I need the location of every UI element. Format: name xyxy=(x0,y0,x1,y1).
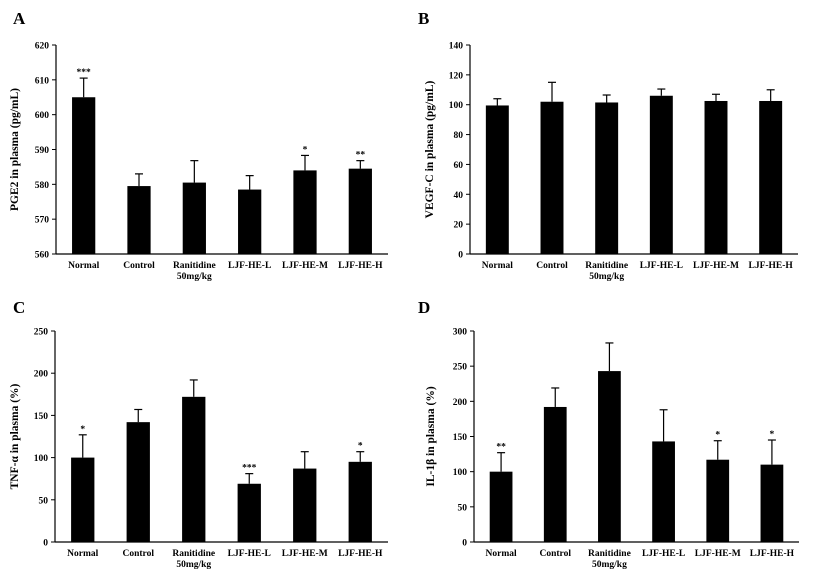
panel-b-bar xyxy=(759,100,783,254)
panel-a-bar xyxy=(293,170,317,254)
panel-c-bar xyxy=(182,396,206,542)
panel-b-bar xyxy=(649,95,673,254)
panel-a-bar xyxy=(72,97,96,254)
panel-d-category-label: Ranitidine xyxy=(588,549,631,559)
panel-c-bar xyxy=(237,483,261,542)
panel-c-significance-mark: * xyxy=(80,425,85,435)
panel-a-significance-mark: * xyxy=(303,145,308,155)
panel-c-category-label: Ranitidine xyxy=(172,549,215,559)
panel-d-category-label: LJF-HE-H xyxy=(750,549,795,559)
panel-d-y-tick-label: 150 xyxy=(453,433,468,443)
panel-d-bar xyxy=(543,406,567,542)
panel-d-y-tick-label: 50 xyxy=(458,503,468,513)
panel-a-category-label: 50mg/kg xyxy=(177,272,212,282)
panel-c-category-label: LJF-HE-H xyxy=(338,549,383,559)
panel-a-category-label: LJF-HE-M xyxy=(282,261,328,271)
panel-b-bar xyxy=(595,102,619,254)
panel-d-bar xyxy=(760,464,784,542)
panel-d-significance-mark: * xyxy=(715,431,720,441)
panel-b-y-tick-label: 0 xyxy=(458,251,463,261)
panel-a-bar xyxy=(127,186,151,254)
panel-a-bar xyxy=(182,182,206,254)
panel-d-y-axis-label: IL-1β in plasma (%) xyxy=(425,386,437,486)
panel-d-letter: D xyxy=(418,298,430,317)
panel-b-y-tick-label: 20 xyxy=(454,221,464,231)
panel-d-bar xyxy=(652,441,675,542)
panel-c-bar xyxy=(348,461,372,542)
panel-c-category-label: LJF-HE-L xyxy=(228,549,271,559)
panel-a-category-label: LJF-HE-L xyxy=(228,261,271,271)
panel-c-bar xyxy=(71,457,95,542)
panel-b-y-axis-label: VEGF-C in plasma (pg/mL) xyxy=(424,80,436,218)
panel-b-y-tick-label: 120 xyxy=(449,71,464,81)
panel-b-category-label: LJF-HE-H xyxy=(748,261,793,271)
panel-d-category-label: 50mg/kg xyxy=(592,560,627,570)
panel-c-bar xyxy=(126,422,150,542)
panel-a-y-tick-label: 590 xyxy=(35,146,50,156)
panel-d-category-label: LJF-HE-L xyxy=(642,549,685,559)
panel-c-category-label: 50mg/kg xyxy=(176,560,211,570)
panel-a-bar xyxy=(238,189,262,254)
panel-c-y-tick-label: 200 xyxy=(34,370,49,380)
panel-d-bar xyxy=(598,371,621,542)
panel-d-y-tick-label: 250 xyxy=(453,363,468,373)
panel-c-y-axis-label: TNF-α in plasma (%) xyxy=(9,383,21,489)
panel-c-y-tick-label: 150 xyxy=(34,412,49,422)
panel-b-bar xyxy=(540,101,564,254)
panel-d-bar xyxy=(489,471,513,542)
panel-a-category-label: Ranitidine xyxy=(173,261,216,271)
panel-d-y-tick-label: 200 xyxy=(453,398,468,408)
panel-b-category-label: LJF-HE-L xyxy=(640,261,683,271)
panel-d-y-tick-label: 100 xyxy=(453,468,468,478)
panel-d-significance-mark: ** xyxy=(496,443,506,453)
panel-a-y-tick-label: 560 xyxy=(35,251,50,261)
panel-a-category-label: Control xyxy=(123,261,155,271)
panel-a-y-axis-label: PGE2 in plasma (pg/mL) xyxy=(9,88,21,211)
panel-c-significance-mark: * xyxy=(358,442,363,452)
panel-a-letter: A xyxy=(13,9,26,28)
panel-a-category-label: Normal xyxy=(68,261,99,271)
panel-b-bar xyxy=(704,100,728,254)
panel-b-y-tick-label: 100 xyxy=(449,101,464,111)
panel-b-letter: B xyxy=(418,9,429,28)
panel-d-y-tick-label: 300 xyxy=(453,328,468,338)
panel-b-y-tick-label: 40 xyxy=(454,191,464,201)
panel-d-significance-mark: * xyxy=(770,430,775,440)
panel-a-significance-mark: ** xyxy=(356,151,366,161)
panel-a-significance-mark: *** xyxy=(77,68,92,78)
panel-d-category-label: LJF-HE-M xyxy=(695,549,741,559)
panel-a-bar xyxy=(348,168,372,254)
panel-c-category-label: Normal xyxy=(67,549,98,559)
panel-b-y-tick-label: 140 xyxy=(449,42,464,52)
panel-a-category-label: LJF-HE-H xyxy=(338,261,383,271)
panel-c-letter: C xyxy=(13,298,25,317)
panel-c-bar xyxy=(293,468,317,542)
panel-b-category-label: Ranitidine xyxy=(585,261,628,271)
panel-d-category-label: Normal xyxy=(486,549,517,559)
panel-d-y-tick-label: 0 xyxy=(462,539,467,549)
panel-a-y-tick-label: 620 xyxy=(35,42,50,52)
panel-b-y-tick-label: 80 xyxy=(454,131,464,141)
panel-c-category-label: Control xyxy=(123,549,155,559)
panel-a-y-tick-label: 570 xyxy=(35,216,50,226)
panel-a-y-tick-label: 610 xyxy=(35,76,50,86)
panel-a-y-tick-label: 580 xyxy=(35,181,50,191)
panel-d-category-label: Control xyxy=(540,549,572,559)
panel-c-y-tick-label: 100 xyxy=(34,454,49,464)
panel-c-significance-mark: *** xyxy=(242,464,257,474)
panel-b-category-label: Normal xyxy=(482,261,513,271)
panel-b-category-label: 50mg/kg xyxy=(589,272,624,282)
panel-b-category-label: LJF-HE-M xyxy=(693,261,739,271)
panel-c-category-label: LJF-HE-M xyxy=(282,549,328,559)
panel-c-y-tick-label: 0 xyxy=(43,539,48,549)
panel-b-y-tick-label: 60 xyxy=(454,161,464,171)
panel-b-bar xyxy=(485,105,509,254)
panel-a-y-tick-label: 600 xyxy=(35,111,50,121)
panel-c-y-tick-label: 250 xyxy=(34,328,49,338)
panel-d-bar xyxy=(706,459,730,542)
panel-c-y-tick-label: 50 xyxy=(39,496,49,506)
panel-b-category-label: Control xyxy=(536,261,568,271)
